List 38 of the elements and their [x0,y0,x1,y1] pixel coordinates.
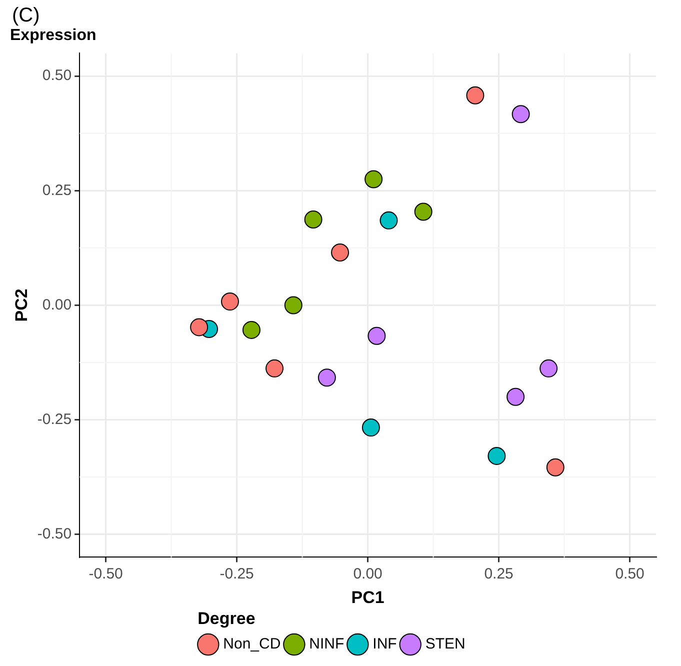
x-tick-label: 0.25 [484,565,514,582]
y-tick-label: -0.50 [37,525,72,542]
x-tick-label: 0.50 [615,565,644,582]
y-axis-title: PC2 [12,288,31,322]
y-tick-label: 0.25 [42,182,72,199]
point [318,368,336,387]
x-tick-label: -0.50 [88,565,123,582]
point [512,105,530,124]
point [368,326,386,345]
point [304,210,322,229]
x-axis-title: PC1 [351,588,384,608]
legend-label: STEN [425,636,466,653]
legend-title: Degree [198,608,256,628]
point [242,320,260,339]
point [414,202,432,221]
y-tick-label: 0.00 [42,296,72,314]
legend-label: Non_CD [223,636,281,653]
point [488,446,506,465]
point [506,388,525,406]
point [331,244,350,262]
point [466,86,484,104]
point [380,211,398,230]
legend-label: INF [372,636,397,653]
chart-title: Expression [10,27,96,44]
legend-label: NINF [309,636,344,653]
y-tick-label: 0.50 [42,67,72,84]
point [266,359,284,378]
point [540,359,558,378]
point [284,296,302,314]
point [362,418,380,437]
text: (C) [12,4,40,27]
point [364,170,383,188]
y-tick-label: -0.25 [37,410,72,428]
point [546,458,564,476]
x-tick-label: -0.25 [220,565,254,582]
point [190,318,208,336]
x-tick-label: 0.00 [353,565,382,582]
point [220,292,239,311]
